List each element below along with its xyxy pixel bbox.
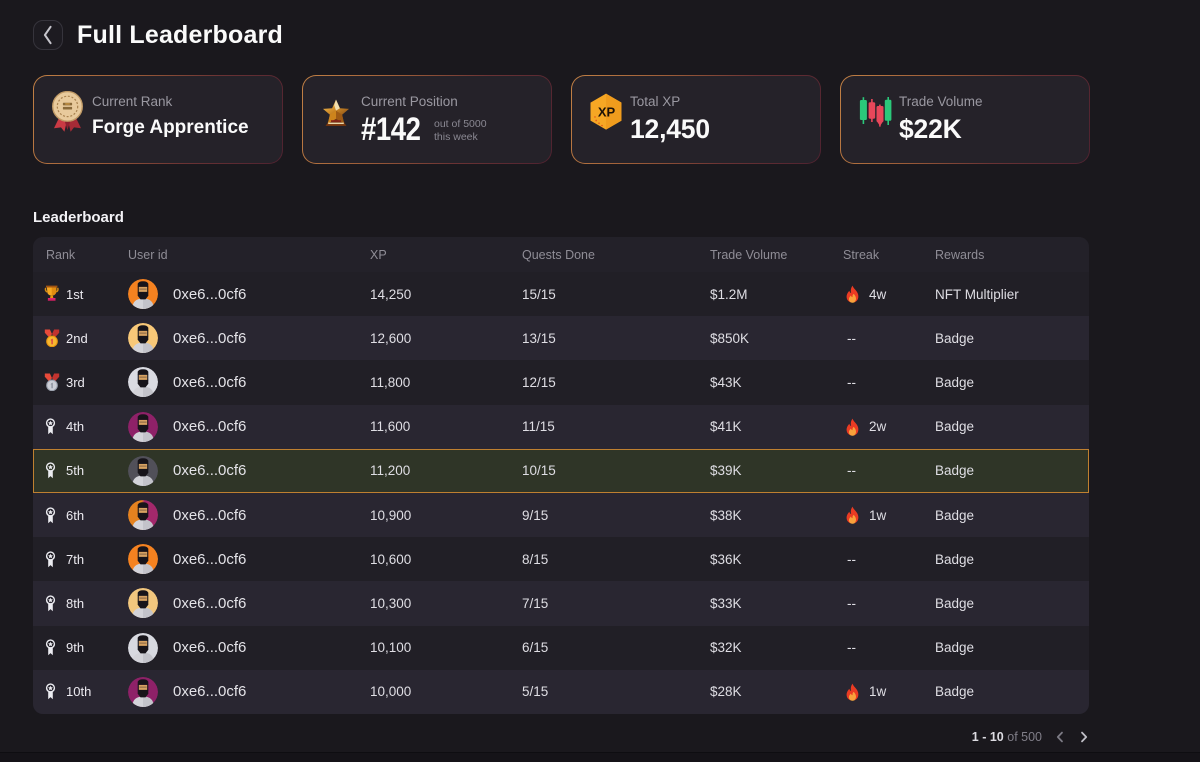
svg-text:XP: XP [598, 105, 616, 120]
